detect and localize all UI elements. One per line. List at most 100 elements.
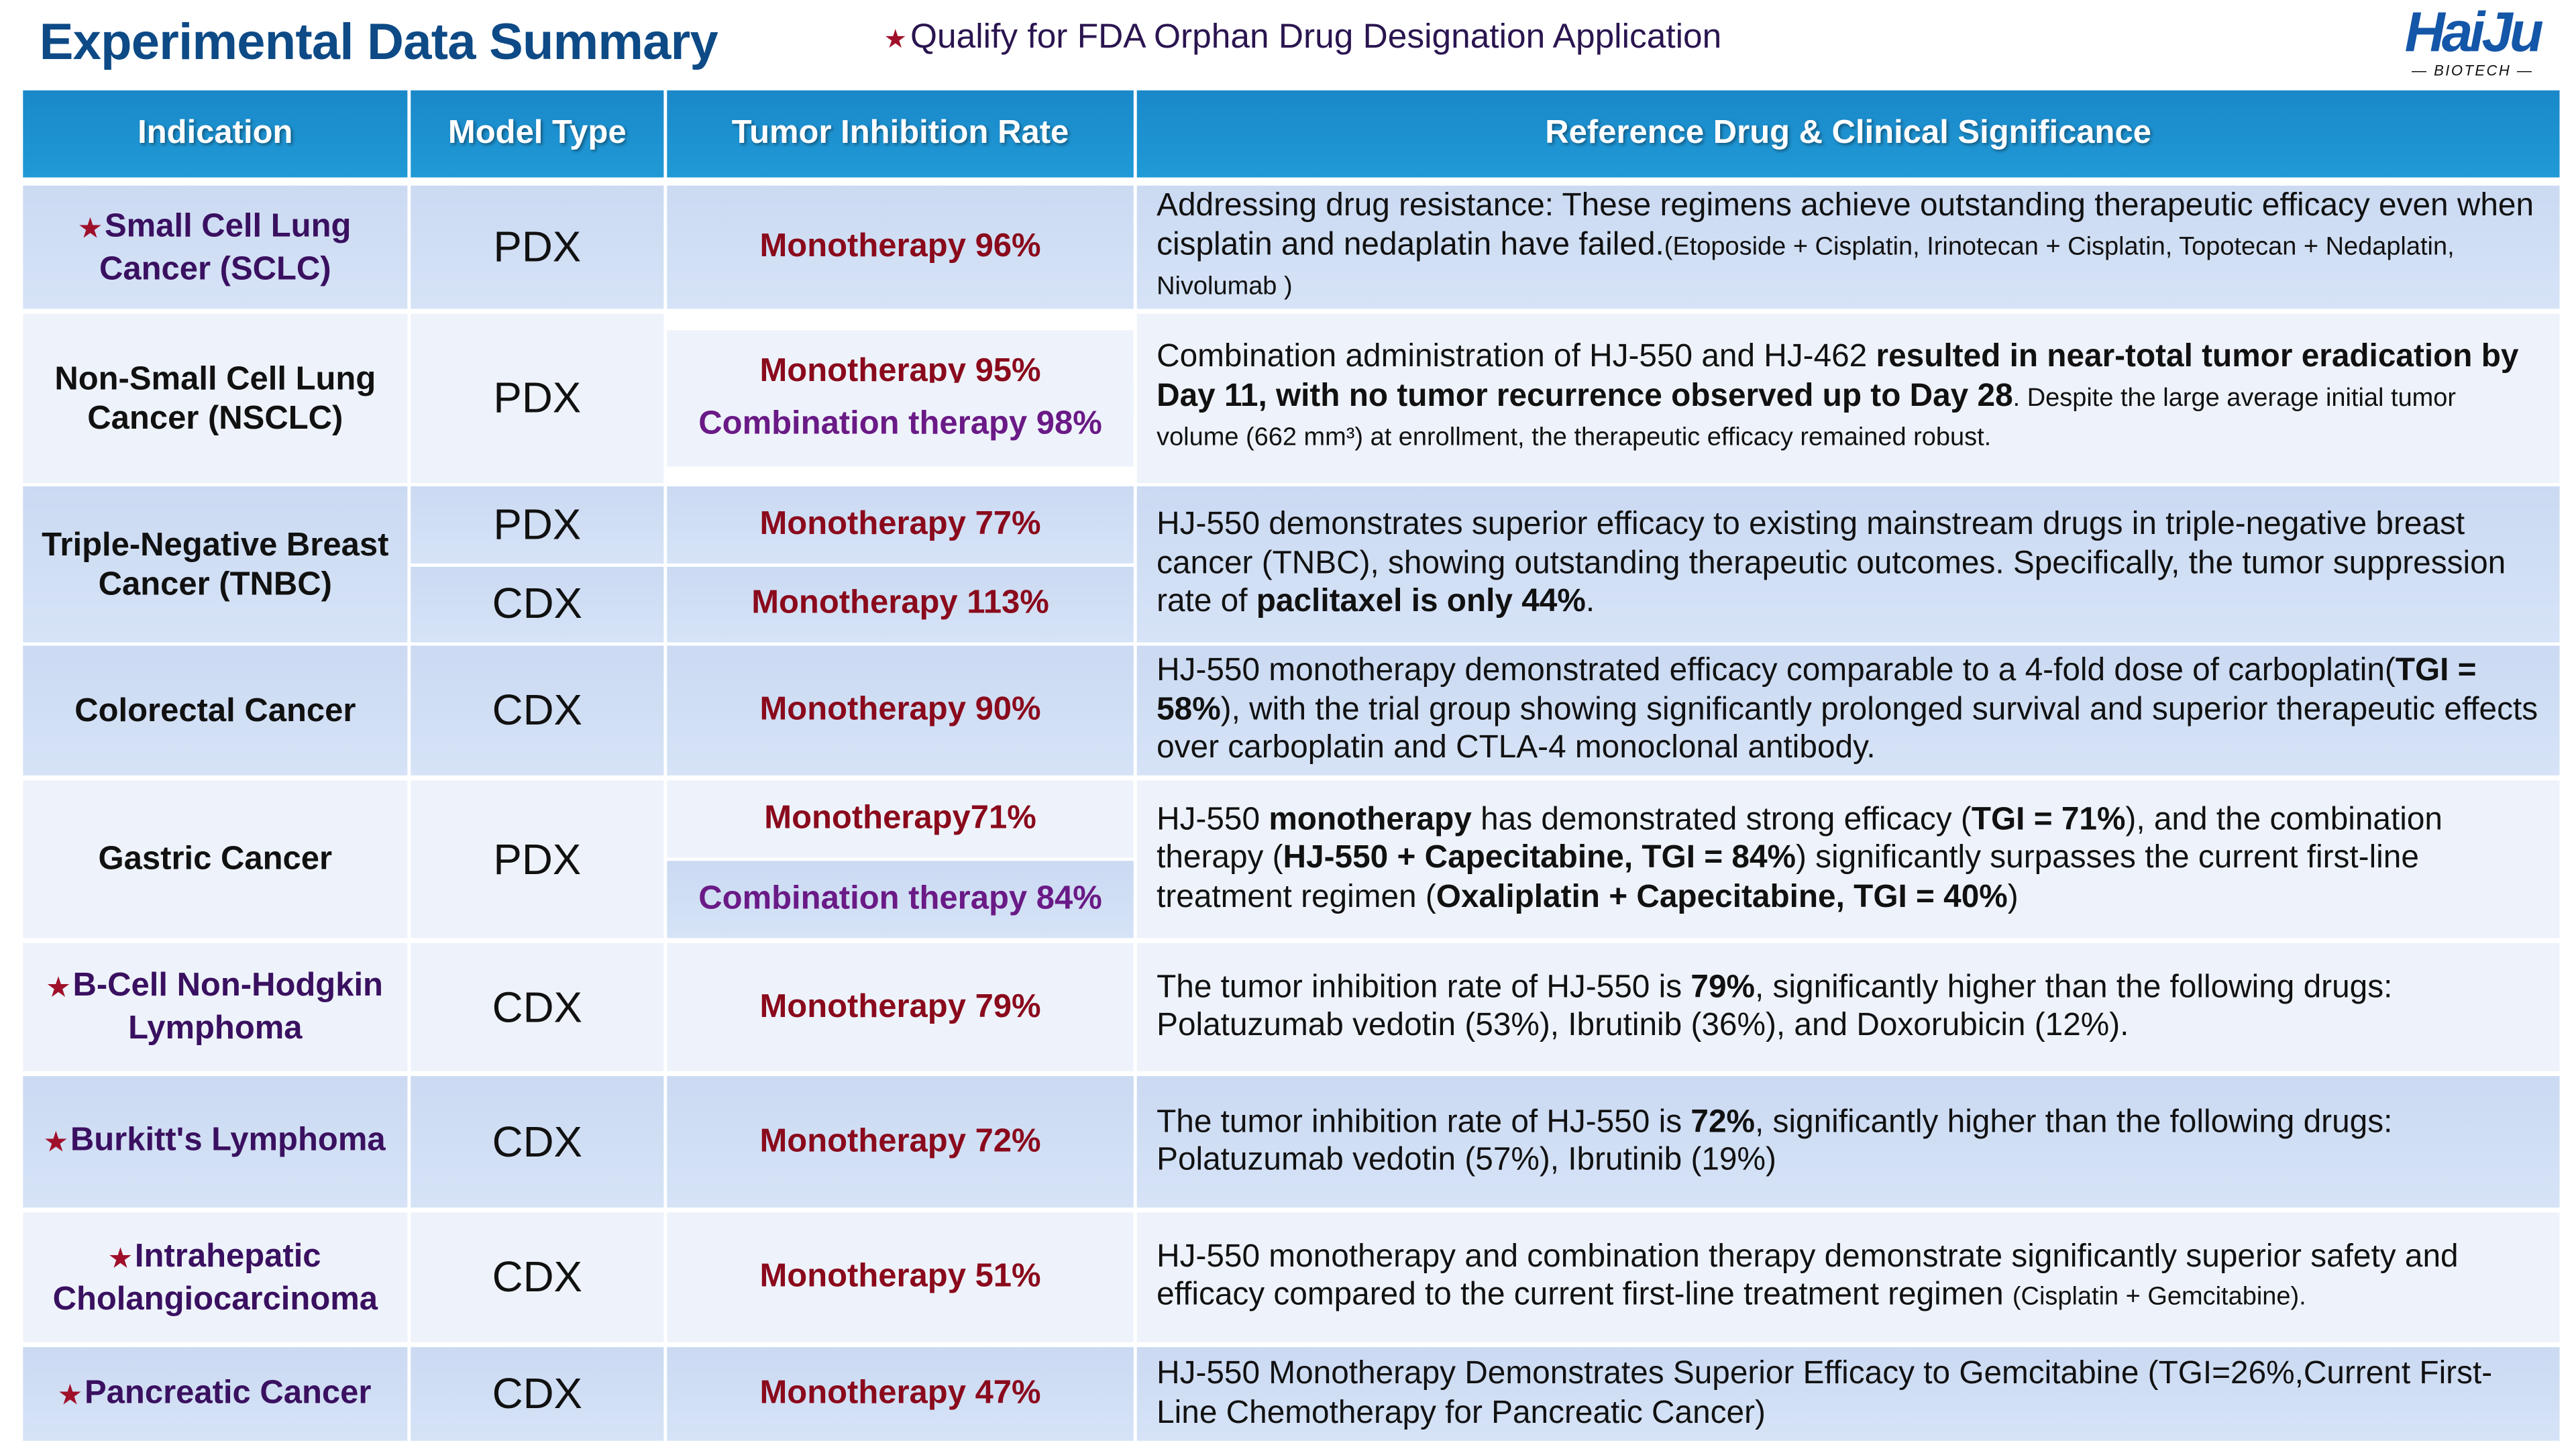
model-type-cell: CDX xyxy=(411,1347,664,1441)
indication-cell: ★ Intrahepatic Cholangiocarcinoma xyxy=(23,1212,408,1342)
monotherapy-rate: Monotherapy 72% xyxy=(759,1122,1041,1159)
combination-rate: Combination therapy 84% xyxy=(698,880,1102,917)
indication-cell: Non-Small Cell Lung Cancer (NSCLC) xyxy=(23,313,408,484)
inhibition-rate-cell: Monotherapy 51% xyxy=(667,1212,1134,1342)
model-type-cell: CDX xyxy=(411,645,664,775)
page-title: Experimental Data Summary xyxy=(39,13,718,71)
indication-label: Non-Small Cell Lung Cancer (NSCLC) xyxy=(40,359,391,438)
indication-text: Gastric Cancer xyxy=(98,841,333,877)
text-segment: TGI = 71% xyxy=(1971,801,2126,838)
monotherapy-rate: Monotherapy 47% xyxy=(759,1375,1041,1411)
indication-label: ★ Intrahepatic Cholangiocarcinoma xyxy=(40,1236,391,1318)
text-segment: Oxaliplatin + Capecitabine, TGI = 40% xyxy=(1436,878,2008,915)
indication-cell: ★ Pancreatic Cancer xyxy=(23,1347,408,1441)
clinical-significance-text: HJ-550 demonstrates superior efficacy to… xyxy=(1157,506,2540,623)
indication-label: Gastric Cancer xyxy=(99,839,332,879)
clinical-significance-text: HJ-550 Monotherapy Demonstrates Superior… xyxy=(1157,1355,2540,1432)
indication-label: Triple-Negative Breast Cancer (TNBC) xyxy=(40,525,391,604)
indication-label: ★ B-Cell Non-Hodgkin Lymphoma xyxy=(40,966,391,1048)
text-segment: The tumor inhibition rate of HJ-550 is xyxy=(1157,1103,1691,1140)
text-segment: (Etoposide + Cisplatin, Irinotecan + Cis… xyxy=(1157,233,2455,301)
text-segment: , significantly higher than the followin… xyxy=(1157,1103,2393,1178)
star-icon: ★ xyxy=(45,1128,67,1157)
text-segment: , significantly higher than the followin… xyxy=(1157,968,2393,1044)
text-segment: HJ-550 demonstrates superior efficacy to… xyxy=(1157,506,2506,620)
indication-label: Colorectal Cancer xyxy=(74,691,356,731)
inhibition-rate-cell: Combination therapy 84% xyxy=(667,861,1134,938)
inhibition-rate-cell: Monotherapy 90% xyxy=(667,645,1134,775)
text-segment: 72% xyxy=(1690,1103,1755,1140)
inhibition-rate-cell: Monotherapy 47% xyxy=(667,1347,1134,1441)
text-segment: . xyxy=(1585,584,1595,620)
indication-label: ★ Small Cell Lung Cancer (SCLC) xyxy=(40,206,391,288)
indication-cell: Triple-Negative Breast Cancer (TNBC) xyxy=(23,486,408,643)
indication-label: ★ Pancreatic Cancer xyxy=(59,1373,371,1415)
indication-text: Colorectal Cancer xyxy=(74,692,356,729)
column-header: Indication xyxy=(23,90,408,178)
text-segment: HJ-550 + Capecitabine, TGI = 84% xyxy=(1283,840,1796,876)
indication-text: B-Cell Non-Hodgkin Lymphoma xyxy=(72,967,383,1047)
text-segment: ), and the combination therapy ( xyxy=(1157,801,2443,876)
inhibition-rate-cell: Monotherapy 96% xyxy=(667,185,1134,309)
inhibition-rate-cell: Monotherapy 72% xyxy=(667,1076,1134,1208)
model-type-cell: CDX xyxy=(411,566,664,643)
text-segment: TGI = 58% xyxy=(1157,652,2477,728)
indication-cell: ★ Burkitt's Lymphoma xyxy=(23,1076,408,1208)
monotherapy-rate: Monotherapy 90% xyxy=(759,692,1041,728)
clinical-significance-text: HJ-550 monotherapy has demonstrated stro… xyxy=(1157,801,2540,917)
text-segment: 79% xyxy=(1690,968,1755,1005)
indication-cell: ★ Small Cell Lung Cancer (SCLC) xyxy=(23,185,408,309)
indication-text: Small Cell Lung Cancer (SCLC) xyxy=(99,207,352,287)
clinical-significance-cell: HJ-550 monotherapy demonstrated efficacy… xyxy=(1136,645,2560,775)
inhibition-rate-cell: Monotherapy71% xyxy=(667,780,1134,858)
indication-text: Non-Small Cell Lung Cancer (NSCLC) xyxy=(54,360,376,437)
clinical-significance-text: The tumor inhibition rate of HJ-550 is 7… xyxy=(1157,1104,2540,1181)
inhibition-rate-cell: Monotherapy 77% xyxy=(667,486,1134,563)
monotherapy-rate: Monotherapy 51% xyxy=(759,1258,1041,1295)
monotherapy-rate: Monotherapy 96% xyxy=(759,228,1041,265)
indication-text: Pancreatic Cancer xyxy=(85,1374,372,1411)
subtitle-text: Qualify for FDA Orphan Drug Designation … xyxy=(910,17,1722,56)
indication-text: Intrahepatic Cholangiocarcinoma xyxy=(52,1238,378,1317)
clinical-significance-text: HJ-550 monotherapy and combination thera… xyxy=(1157,1238,2540,1317)
combination-rate: Combination therapy 98% xyxy=(698,405,1102,442)
clinical-significance-cell: HJ-550 Monotherapy Demonstrates Superior… xyxy=(1136,1347,2560,1441)
indication-text: Burkitt's Lymphoma xyxy=(70,1122,386,1159)
clinical-significance-cell: Addressing drug resistance: These regime… xyxy=(1136,185,2560,309)
model-type-cell: PDX xyxy=(411,780,664,938)
text-segment: ) significantly surpasses the current fi… xyxy=(1157,840,2419,915)
clinical-significance-cell: The tumor inhibition rate of HJ-550 is 7… xyxy=(1136,1076,2560,1208)
text-segment: monotherapy xyxy=(1269,801,1472,838)
column-header: Reference Drug & Clinical Significance xyxy=(1136,90,2560,178)
text-segment: The tumor inhibition rate of HJ-550 is xyxy=(1157,968,1691,1005)
clinical-significance-text: Combination administration of HJ-550 and… xyxy=(1157,339,2540,458)
indication-label: ★ Burkitt's Lymphoma xyxy=(45,1120,386,1163)
text-segment: (Cisplatin + Gemcitabine). xyxy=(2012,1283,2306,1311)
text-segment: HJ-550 xyxy=(1157,801,1269,838)
text-segment: paclitaxel is only 44% xyxy=(1256,584,1586,620)
monotherapy-rate: Monotherapy 113% xyxy=(751,585,1049,622)
clinical-significance-text: The tumor inhibition rate of HJ-550 is 7… xyxy=(1157,969,2540,1046)
clinical-significance-cell: Combination administration of HJ-550 and… xyxy=(1136,313,2560,484)
text-segment: Addressing drug resistance: These regime… xyxy=(1157,187,2534,263)
text-segment: has demonstrated strong efficacy ( xyxy=(1471,801,1972,838)
clinical-significance-text: HJ-550 monotherapy demonstrated efficacy… xyxy=(1157,653,2540,769)
text-segment: ), with the trial group showing signific… xyxy=(1157,691,2538,766)
star-icon: ★ xyxy=(109,1244,132,1273)
clinical-significance-text: Addressing drug resistance: These regime… xyxy=(1157,188,2540,307)
indication-text: Triple-Negative Breast Cancer (TNBC) xyxy=(42,526,389,602)
inhibition-rate-cell: Monotherapy 79% xyxy=(667,943,1134,1071)
indication-cell: Gastric Cancer xyxy=(23,780,408,938)
text-segment: HJ-550 monotherapy and combination thera… xyxy=(1157,1238,2459,1313)
column-header: Tumor Inhibition Rate xyxy=(667,90,1134,178)
indication-cell: Colorectal Cancer xyxy=(23,645,408,775)
logo-tagline-text: BIOTECH xyxy=(2434,62,2512,79)
monotherapy-rate: Monotherapy 77% xyxy=(759,505,1041,542)
indication-cell: ★ B-Cell Non-Hodgkin Lymphoma xyxy=(23,943,408,1071)
logo-wordmark: HaiJu xyxy=(2404,1,2544,64)
logo-tagline: — BIOTECH — xyxy=(2412,62,2534,79)
star-icon: ★ xyxy=(883,26,908,54)
text-segment: ) xyxy=(2007,878,2019,915)
clinical-significance-cell: The tumor inhibition rate of HJ-550 is 7… xyxy=(1136,943,2560,1071)
